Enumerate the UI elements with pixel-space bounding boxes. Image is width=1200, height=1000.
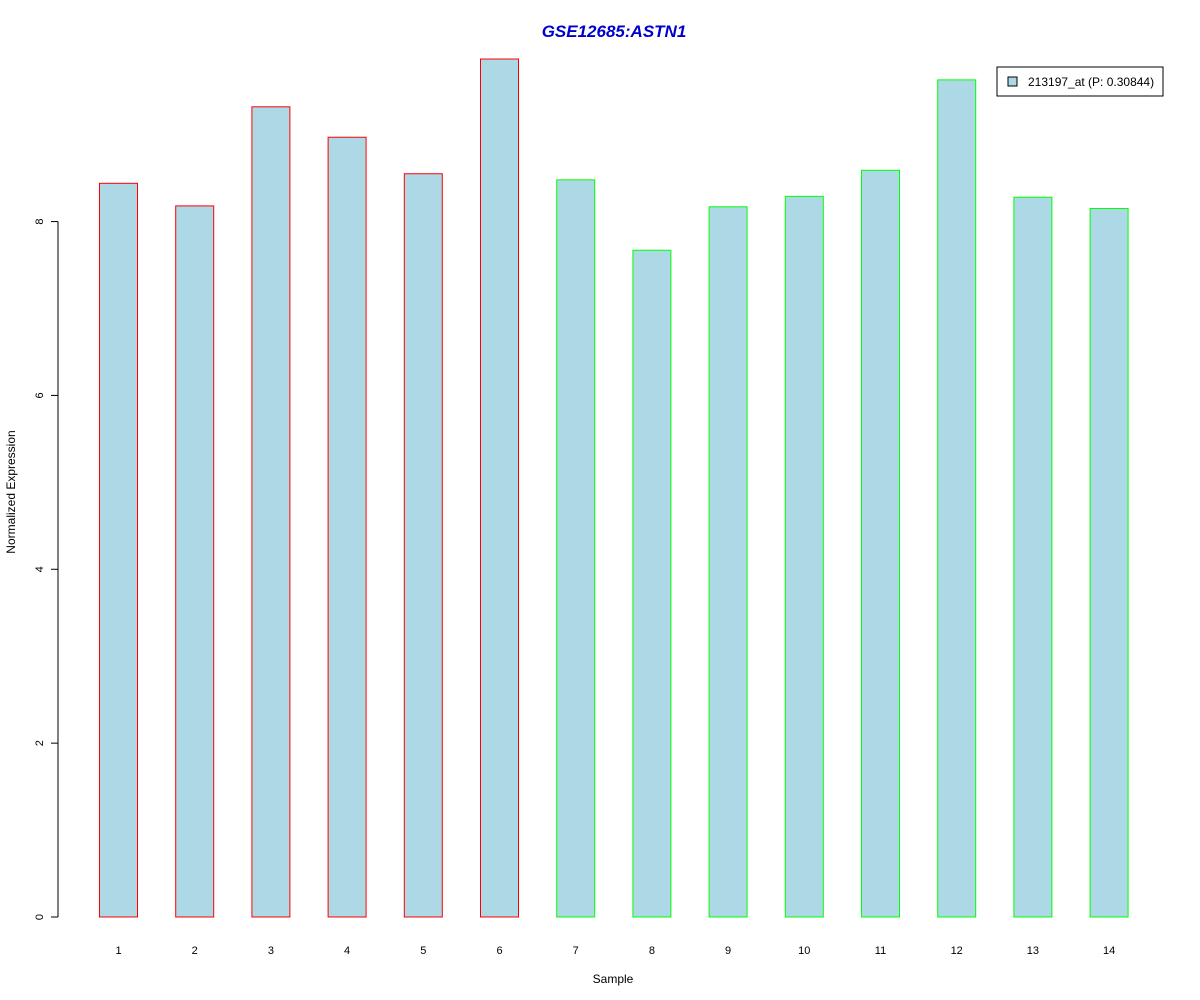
bar-sample-12 bbox=[937, 79, 977, 918]
x-tick-label: 4 bbox=[344, 945, 350, 957]
bar-sample-5 bbox=[403, 173, 443, 918]
legend-box bbox=[996, 66, 1164, 97]
bar-sample-7 bbox=[556, 179, 596, 918]
y-axis-label: Normalized Expression bbox=[4, 430, 18, 553]
bar-sample-6 bbox=[480, 58, 519, 918]
x-tick-label: 3 bbox=[268, 945, 274, 957]
x-tick-label: 7 bbox=[573, 945, 579, 957]
y-tick-label: 6 bbox=[34, 392, 46, 398]
x-tick-label: 14 bbox=[1103, 945, 1115, 957]
bar-sample-10 bbox=[784, 195, 824, 918]
bar-sample-3 bbox=[251, 106, 291, 918]
bar-sample-13 bbox=[1013, 196, 1053, 918]
y-tick-label: 8 bbox=[34, 218, 46, 224]
x-axis-label: Sample bbox=[593, 972, 634, 986]
x-tick-label: 9 bbox=[725, 945, 731, 957]
bars bbox=[99, 58, 1129, 918]
y-tick-label: 0 bbox=[34, 914, 46, 920]
bar-sample-9 bbox=[708, 206, 748, 918]
x-tick-label: 11 bbox=[875, 945, 886, 957]
legend-swatch bbox=[1007, 76, 1018, 87]
bar-sample-4 bbox=[327, 136, 367, 918]
x-tick-label: 5 bbox=[420, 945, 426, 957]
x-tick-label: 13 bbox=[1027, 945, 1039, 957]
bar-sample-11 bbox=[861, 169, 900, 918]
x-tick-label: 1 bbox=[115, 945, 121, 957]
bar-sample-1 bbox=[99, 182, 138, 918]
bar-sample-8 bbox=[632, 249, 672, 918]
x-tick-labels: 1 2 3 4 5 6 7 8 9 10 11 12 13 14 bbox=[115, 945, 1115, 957]
x-tick-label: 2 bbox=[192, 945, 198, 957]
x-tick-label: 12 bbox=[951, 945, 963, 957]
y-axis: 0 2 4 6 8 bbox=[34, 218, 59, 920]
y-tick-label: 4 bbox=[34, 566, 46, 572]
legend-label: 213197_at (P: 0.30844) bbox=[1028, 75, 1154, 89]
legend: 213197_at (P: 0.30844) bbox=[996, 66, 1164, 97]
x-tick-label: 6 bbox=[496, 945, 502, 957]
x-tick-label: 8 bbox=[649, 945, 655, 957]
chart-title: GSE12685:ASTN1 bbox=[542, 22, 687, 41]
bar-sample-14 bbox=[1089, 208, 1129, 918]
x-tick-label: 10 bbox=[798, 945, 810, 957]
y-tick-label: 2 bbox=[34, 740, 46, 746]
bar-sample-2 bbox=[175, 205, 215, 918]
